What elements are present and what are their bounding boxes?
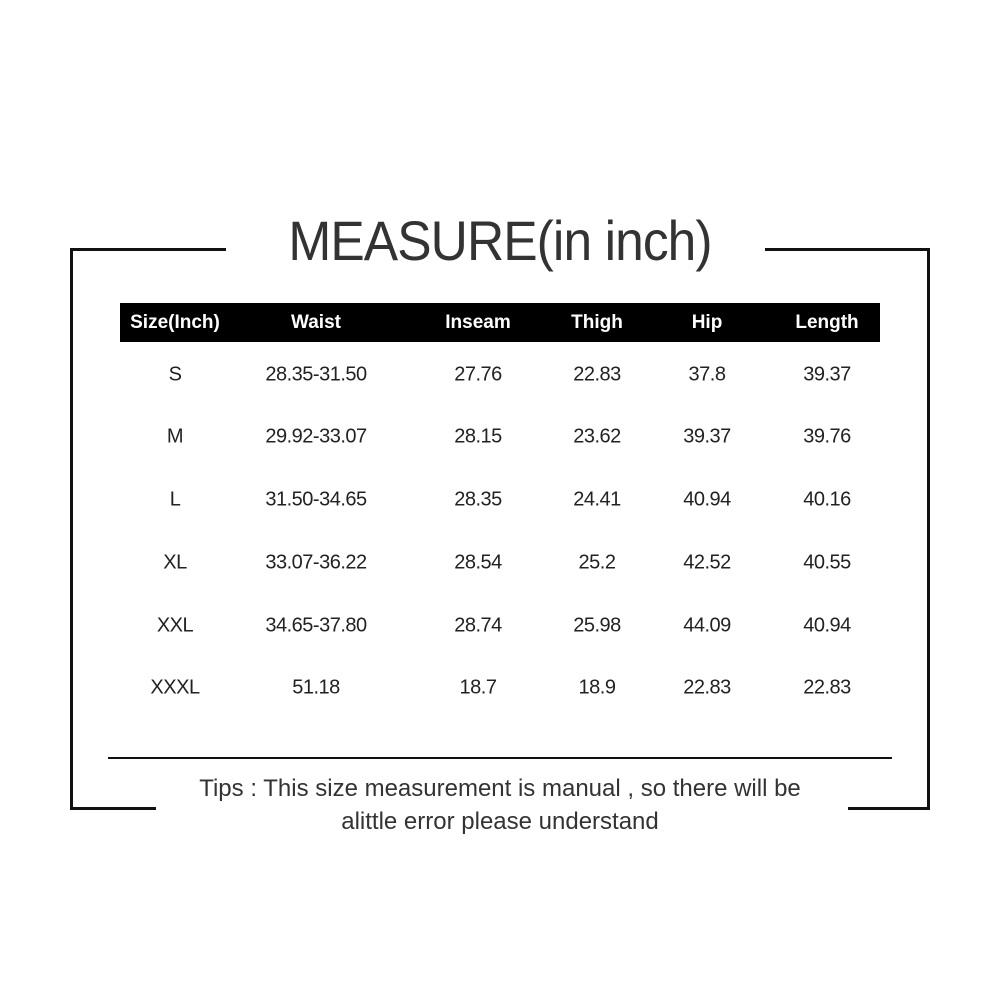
table-cell: 34.65-37.80	[265, 614, 367, 637]
table-cell: 28.74	[454, 614, 502, 637]
table-cell: 51.18	[292, 676, 340, 699]
table-cell: M	[166, 425, 184, 448]
table-cell: 23.62	[573, 425, 621, 448]
frame-top-left-line	[70, 248, 226, 251]
tips-line-2: alittle error please understand	[341, 808, 659, 835]
table-cell: 33.07-36.22	[265, 551, 367, 574]
table-cell: 25.2	[578, 551, 616, 574]
table-cell: XXXL	[150, 676, 200, 699]
table-cell: 40.16	[803, 488, 851, 511]
column-header: Size(Inch)	[130, 312, 220, 333]
table-cell: 25.98	[573, 614, 621, 637]
frame-bottom-right-line	[848, 807, 930, 810]
table-cell: 42.52	[683, 551, 731, 574]
frame-left-line	[70, 248, 73, 810]
table-cell: 40.94	[683, 488, 731, 511]
table-cell: 40.94	[803, 614, 851, 637]
table-cell: 22.83	[683, 676, 731, 699]
table-cell: 18.7	[459, 676, 497, 699]
table-header	[120, 303, 880, 342]
table-cell: XL	[163, 551, 187, 574]
table-cell: 24.41	[573, 488, 621, 511]
table-cell: 31.50-34.65	[265, 488, 367, 511]
page-title: MEASURE(in inch)	[288, 209, 712, 272]
column-header: Inseam	[445, 312, 511, 333]
table-cell: 39.37	[803, 363, 851, 386]
tips-line-1: Tips : This size measurement is manual ,…	[199, 775, 801, 802]
table-cell: 44.09	[683, 614, 731, 637]
table-cell: 28.15	[454, 425, 502, 448]
table-cell: S	[168, 363, 182, 386]
column-header: Thigh	[571, 312, 623, 333]
table-cell: 28.35	[454, 488, 502, 511]
table-cell: 28.54	[454, 551, 502, 574]
table-cell: 37.8	[688, 363, 726, 386]
table-cell: 22.83	[573, 363, 621, 386]
table-cell: 27.76	[454, 363, 502, 386]
table-cell: XXL	[156, 614, 194, 637]
table-cell: 22.83	[803, 676, 851, 699]
frame-right-line	[927, 248, 930, 810]
column-header: Length	[795, 312, 859, 333]
divider	[108, 757, 892, 759]
table-cell: 39.76	[803, 425, 851, 448]
frame-top-right-line	[765, 248, 930, 251]
column-header: Waist	[291, 312, 341, 333]
table-cell: L	[169, 488, 181, 511]
column-header: Hip	[691, 312, 723, 333]
table-cell: 40.55	[803, 551, 851, 574]
frame-bottom-left-line	[70, 807, 156, 810]
table-cell: 28.35-31.50	[265, 363, 367, 386]
table-cell: 29.92-33.07	[265, 425, 367, 448]
table-cell: 39.37	[683, 425, 731, 448]
table-cell: 18.9	[578, 676, 616, 699]
